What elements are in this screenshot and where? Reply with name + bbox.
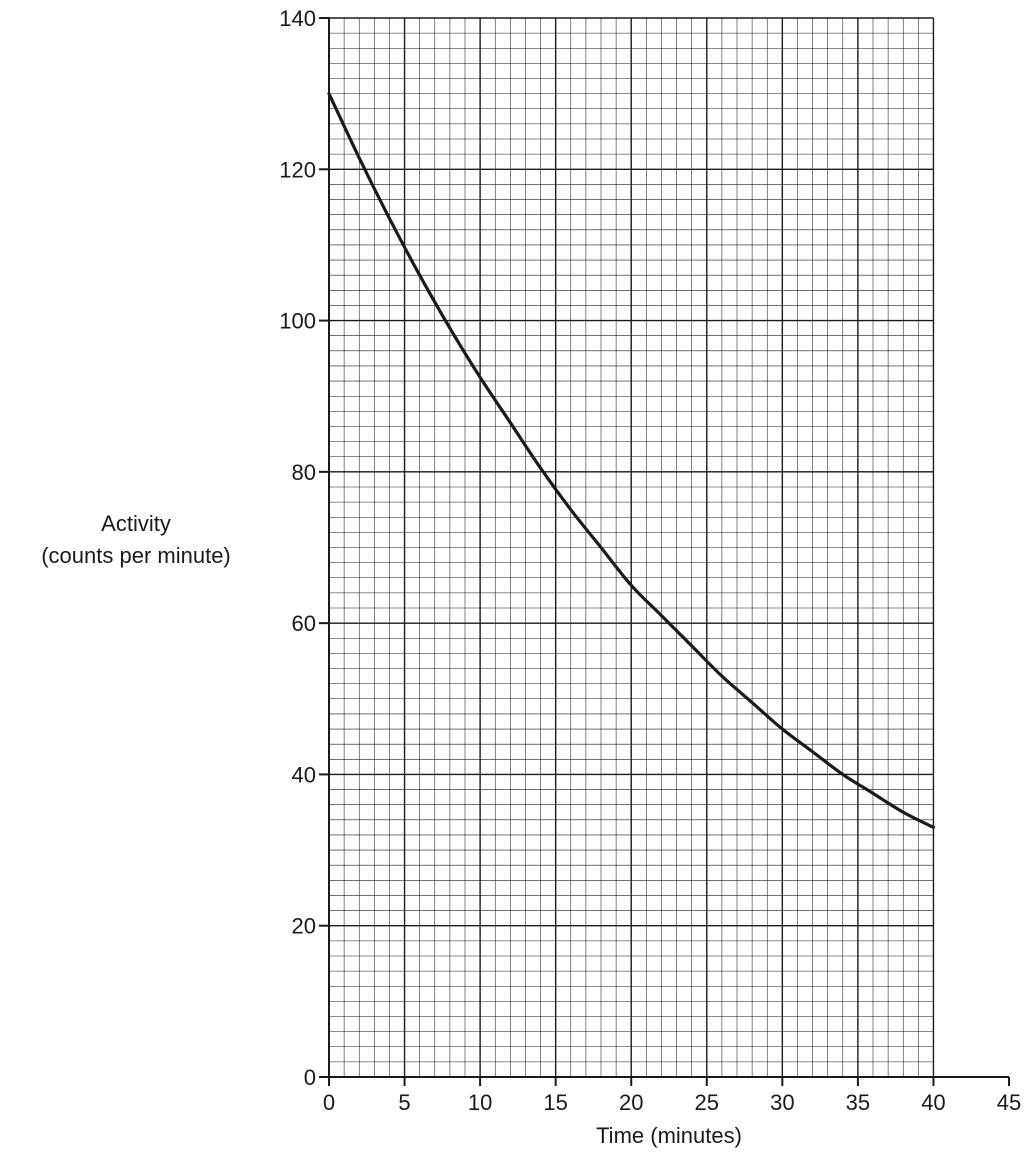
x-tick-label: 30	[770, 1090, 794, 1115]
tick-labels: 0 5 10 15 20 25 30 35 40 45 0 20 40 60 80 100 120 140	[279, 6, 1021, 1115]
y-tick-label: 120	[279, 157, 316, 182]
y-tick-label: 20	[292, 914, 316, 939]
y-tick-label: 140	[279, 6, 316, 31]
x-tick-label: 25	[695, 1090, 719, 1115]
y-tick-label: 80	[292, 460, 316, 485]
y-tick-label: 100	[279, 309, 316, 334]
y-tick-label: 0	[304, 1065, 316, 1090]
x-tick-label: 40	[921, 1090, 945, 1115]
x-tick-label: 45	[997, 1090, 1021, 1115]
x-tick-label: 0	[323, 1090, 335, 1115]
grid	[329, 17, 935, 1077]
x-axis-title: Time (minutes)	[596, 1123, 742, 1148]
x-tick-label: 5	[398, 1090, 410, 1115]
x-tick-label: 15	[543, 1090, 567, 1115]
y-axis-title-line-2: (counts per minute)	[41, 543, 231, 568]
y-tick-label: 40	[292, 762, 316, 787]
axes	[319, 17, 1010, 1086]
y-axis-title-line-1: Activity	[101, 511, 171, 536]
x-tick-label: 20	[619, 1090, 643, 1115]
x-tick-label: 10	[468, 1090, 492, 1115]
activity-decay-curve	[327, 92, 936, 829]
y-tick-label: 60	[292, 611, 316, 636]
series	[327, 92, 936, 829]
x-tick-label: 35	[846, 1090, 870, 1115]
